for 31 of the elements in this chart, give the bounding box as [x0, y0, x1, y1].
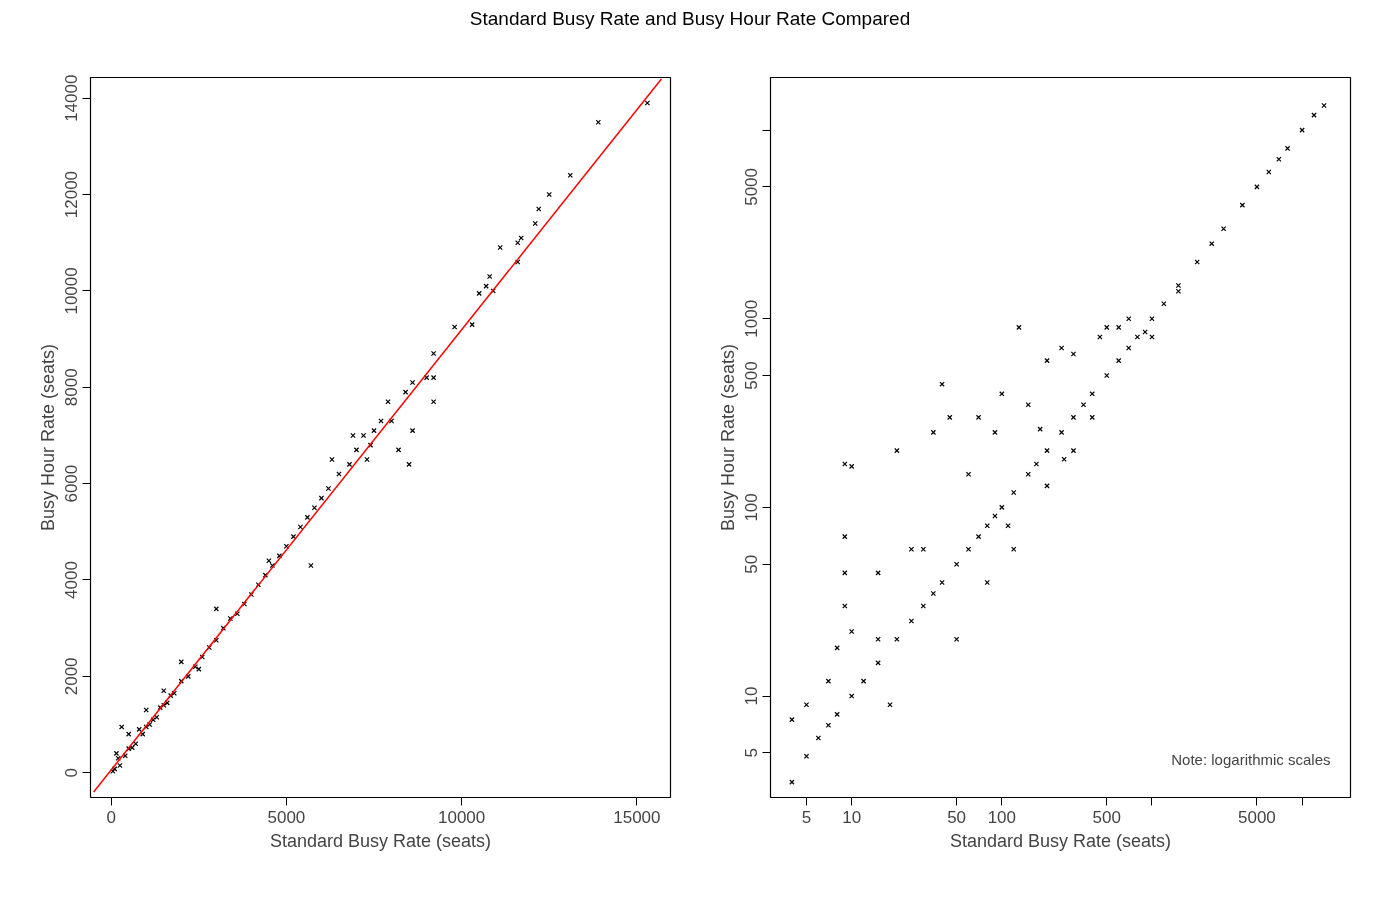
y-tick-label: 6000 [62, 464, 82, 503]
x-tick-label: 10000 [437, 807, 486, 827]
y-tick-label: 2000 [62, 657, 82, 696]
x-tick-label: 0 [106, 807, 116, 827]
y-axis-title: Busy Hour Rate (seats) [37, 344, 58, 532]
y-tick-label: 1000 [742, 299, 762, 338]
chart-title: Standard Busy Rate and Busy Hour Rate Compared [469, 7, 911, 31]
y-axis-title: Busy Hour Rate (seats) [717, 344, 738, 532]
y-tick-label: 0 [62, 768, 82, 778]
x-tick-label: 10 [842, 807, 862, 827]
y-tick-label: 12000 [62, 171, 82, 219]
y-tick-label: 500 [742, 361, 762, 390]
y-tick-label: 10 [742, 686, 762, 706]
y-tick-label: 10000 [62, 267, 82, 315]
x-tick-label: 500 [1092, 807, 1121, 827]
x-tick-label: 15000 [613, 807, 661, 827]
y-tick-label: 50 [742, 554, 762, 574]
y-tick-label: 5 [742, 748, 762, 758]
x-tick-label: 50 [947, 807, 967, 827]
y-tick-label: 8000 [62, 368, 82, 407]
x-tick-label: 100 [987, 807, 1017, 827]
x-axis-title: Standard Busy Rate (seats) [269, 830, 492, 851]
x-tick-label: 5 [801, 807, 812, 827]
x-tick-label: 5000 [267, 807, 306, 827]
x-tick-label: 5000 [1238, 807, 1276, 827]
y-tick-label: 4000 [62, 561, 82, 600]
y-tick-label: 14000 [62, 74, 82, 122]
x-axis-title: Standard Busy Rate (seats) [949, 830, 1172, 851]
y-tick-label: 5000 [742, 168, 762, 206]
annotation: Note: logarithmic scales [1171, 750, 1331, 768]
y-tick-label: 100 [742, 493, 762, 522]
